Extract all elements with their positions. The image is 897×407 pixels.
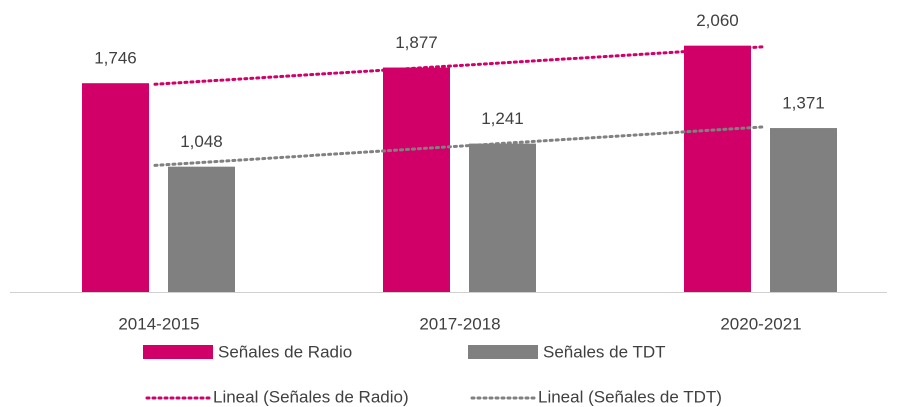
bar: [82, 83, 149, 293]
legend-swatch: [143, 345, 213, 359]
data-label: 1,746: [94, 49, 137, 68]
legend-label: Señales de TDT: [543, 342, 666, 361]
trendline: [153, 45, 767, 86]
legend-label: Lineal (Señales de TDT): [538, 387, 722, 406]
bar: [684, 45, 751, 293]
bar: [469, 143, 536, 292]
x-tick-label: 2017-2018: [419, 314, 500, 333]
x-tick-label: 2014-2015: [118, 314, 199, 333]
trendline: [153, 125, 767, 167]
data-label: 1,877: [395, 33, 438, 52]
bar: [770, 128, 837, 292]
legend-label: Lineal (Señales de Radio): [213, 387, 409, 406]
data-label: 1,048: [180, 132, 223, 151]
data-label: 2,060: [696, 11, 739, 30]
bar: [383, 67, 450, 292]
data-label: 1,371: [782, 94, 825, 113]
data-label: 1,241: [481, 109, 524, 128]
legend-swatch: [468, 345, 538, 359]
x-tick-label: 2020-2021: [720, 314, 801, 333]
bar: [168, 166, 235, 292]
legend-label: Señales de Radio: [218, 342, 352, 361]
